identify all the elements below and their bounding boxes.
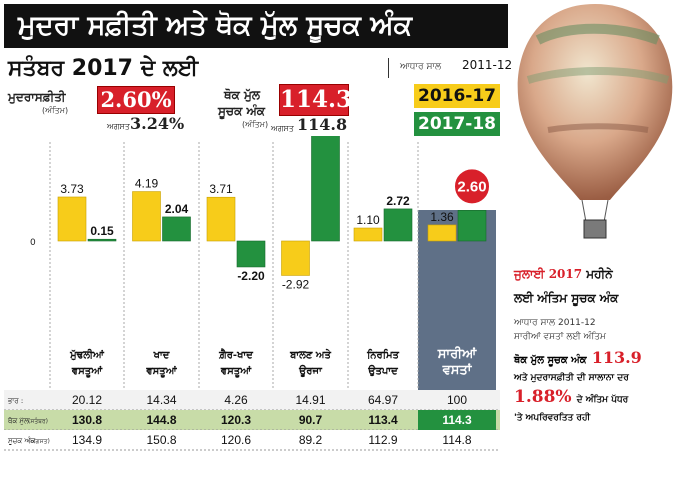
bar-value-label: 0.15 (90, 224, 114, 238)
balloon-illustration (508, 0, 682, 250)
table-row-sublabel: (ਅਗਸਤ) (28, 438, 50, 445)
bar-value-label: 2.60 (457, 178, 486, 195)
table-row-sublabel: (ਸਤੰਬਰ) (28, 417, 48, 425)
side-line1-rest: ਮਹੀਨੇ (582, 267, 613, 281)
table-row-label: ਭਾਰ : (7, 397, 23, 405)
side-infl-row: 1.88% ਦੇ ਅੰਤਿਮ ਪੱਧਰ (514, 387, 680, 407)
side-line2: ਲਈ ਅੰਤਿਮ ਸੂਚਕ ਅੰਕ (514, 291, 619, 305)
bar-value-label: 3.71 (209, 182, 233, 196)
base-year-value: 2011-12 (462, 58, 513, 72)
category-label: ਵਸਤਾਂ (442, 363, 473, 378)
table-row-bg (4, 390, 500, 410)
table-cell-value: 64.97 (368, 393, 398, 407)
zero-tick-label: 0 (30, 238, 36, 248)
side-infl-line: ਅਤੇ ਮੁਦਰਾਸਫ਼ੀਤੀ ਦੀ ਸਾਲਾਨਾ ਦਰ (514, 373, 629, 383)
bar-2017-18-5 (457, 210, 487, 242)
side-wpi-value: 113.9 (591, 348, 642, 367)
side-month: ਜੁਲਾਈ 2017 (514, 267, 583, 281)
category-label: ਉਤਪਾਦ (367, 364, 398, 377)
base-year-divider (388, 58, 389, 78)
bar-2016-17-1 (132, 191, 161, 242)
category-label: ਨਿਰਮਿਤ (366, 348, 399, 361)
wpi-value-badge: 114.3 (279, 84, 352, 116)
bar-value-label: 4.19 (135, 177, 159, 191)
table-row-label: ਸੂਚਕ ਅੰਕ (7, 436, 35, 446)
base-year-label: ਆਧਾਰ ਸਾਲ (400, 62, 442, 72)
side-base-year: ਆਧਾਰ ਸਾਲ 2011-12 (514, 318, 596, 328)
chart-subtitle: ਸਤੰਬਰ 2017 ਦੇ ਲਈ (8, 56, 199, 81)
table-cell-value: 144.8 (146, 413, 176, 427)
bar-chart: 0 3.73 0.15 ਮੁੱਢਲੀਆਂ ਵਸਤੂਆਂ 4.19 2.04 ਖਾਦ ਵਸਤੂਆਂ… (4, 136, 500, 451)
side-infl-rest: ਦੇ ਅੰਤਿਮ ਪੱਧਰ (576, 395, 629, 405)
category-label: ਖਾਦ (153, 350, 170, 361)
table-cell-value: 120.6 (221, 433, 251, 447)
table-cell-value: 14.91 (295, 393, 325, 407)
category-label: ਮੁੱਢਲੀਆਂ (69, 348, 105, 361)
wpi-label-line1: ਥੋਕ ਮੁੱਲ (224, 88, 260, 102)
bar-2017-18-3 (311, 136, 340, 242)
bar-value-label: 2.72 (386, 194, 410, 208)
bar-value-label: 1.36 (430, 210, 454, 224)
table-cell-value: 90.7 (299, 413, 323, 427)
bar-value-label: 2.04 (165, 202, 189, 216)
table-cell-value: 14.34 (146, 393, 176, 407)
wpi-label-line2: ਸੂਚਕ ਅੰਕ (218, 104, 265, 118)
bar-2016-17-0 (57, 196, 87, 242)
category-label: ਵਸਤੂਆਂ (145, 365, 177, 378)
side-infl-value: 1.88% (514, 387, 572, 407)
bar-value-label: 1.10 (356, 213, 380, 227)
table-cell-value: 89.2 (299, 433, 323, 447)
table-row-bg (4, 410, 500, 430)
bar-2016-17-3 (281, 240, 310, 276)
side-wpi-line: ਥੋਕ ਮੁੱਲ ਸੂਚਕ ਅੰਕ 113.9 (514, 348, 680, 367)
side-all-goods: ਸਾਰੀਆਂ ਵਸਤਾਂ ਲਈ ਅੰਤਿਮ (514, 332, 606, 342)
bar-2017-18-1 (162, 216, 191, 242)
table-row-label: ਥੋਕ ਮੁੱਲ (7, 416, 29, 425)
bar-2016-17-5 (427, 224, 457, 242)
table-row-bg (4, 430, 500, 450)
bar-2017-18-4 (383, 208, 413, 242)
inflation-value-badge: 2.60% (97, 86, 175, 114)
side-last-line: 'ਤੇ ਅਪਰਿਵਰਤਿਤ ਰਹੀ (514, 413, 591, 423)
table-cell-value: 130.8 (72, 413, 102, 427)
side-line1: ਜੁਲਾਈ 2017 ਮਹੀਨੇ (514, 262, 680, 286)
table-cell-value: 100 (447, 393, 467, 407)
wpi-prev-value: 114.8 (297, 115, 348, 134)
category-label: ਵਸਤੂਆਂ (220, 365, 252, 378)
inflation-sublabel: (ਅੰਤਿਮ) (42, 106, 69, 115)
wpi-sublabel: (ਅੰਤਿਮ) (242, 120, 269, 129)
table-cell-value: 113.4 (368, 413, 398, 427)
page-title: ਮੁਦਰਾ ਸਫ਼ੀਤੀ ਅਤੇ ਥੋਕ ਮੁੱਲ ਸੂਚਕ ਅੰਕ (4, 4, 514, 48)
bar-2017-18-0 (87, 238, 117, 242)
bar-value-label: -2.20 (237, 269, 265, 283)
inflation-label: ਮੁਦਰਾਸਫ਼ੀਤੀ (8, 90, 66, 104)
inflation-prev-value: 3.24% (130, 114, 185, 133)
side-wpi-label: ਥੋਕ ਮੁੱਲ ਸੂਚਕ ਅੰਕ (514, 355, 587, 366)
bar-value-label: 3.73 (60, 182, 84, 196)
category-label: ਸਾਰੀਆਂ (437, 346, 477, 362)
bar-value-label: -2.92 (282, 277, 310, 291)
table-cell-value: 114.8 (442, 433, 471, 447)
legend-2016-17: 2016-17 (414, 84, 500, 108)
category-label: ਵਸਤੂਆਂ (71, 365, 103, 378)
wpi-prev-label: ਅਗਸਤ (271, 124, 294, 133)
table-cell-value: 114.3 (442, 413, 472, 427)
table-cell-value: 150.8 (146, 433, 176, 447)
table-cell-value: 20.12 (72, 393, 102, 407)
bar-2016-17-4 (353, 227, 383, 242)
side-note: ਜੁਲਾਈ 2017 ਮਹੀਨੇ ਲਈ ਅੰਤਿਮ ਸੂਚਕ ਅੰਕ ਆਧਾਰ … (514, 262, 680, 423)
table-cell-value: 4.26 (224, 393, 248, 407)
all-goods-2017-badge (453, 167, 491, 206)
table-cell-value: 112.9 (368, 433, 397, 447)
table-cell-value: 120.3 (221, 413, 251, 427)
category-label: ਗ਼ੈਰ-ਖਾਦ (218, 348, 253, 361)
bar-2016-17-2 (206, 196, 236, 242)
legend-2017-18: 2017-18 (414, 112, 500, 136)
category-label: ਬਾਲਣ ਅਤੇ (289, 348, 331, 361)
inflation-prev-label: ਅਗਸਤ (107, 122, 130, 131)
table-cell-value: 134.9 (72, 433, 102, 447)
bar-2017-18-2 (236, 240, 266, 268)
category-label: ਊਰਜਾ (298, 364, 323, 378)
all-goods-table-cell (418, 410, 496, 430)
